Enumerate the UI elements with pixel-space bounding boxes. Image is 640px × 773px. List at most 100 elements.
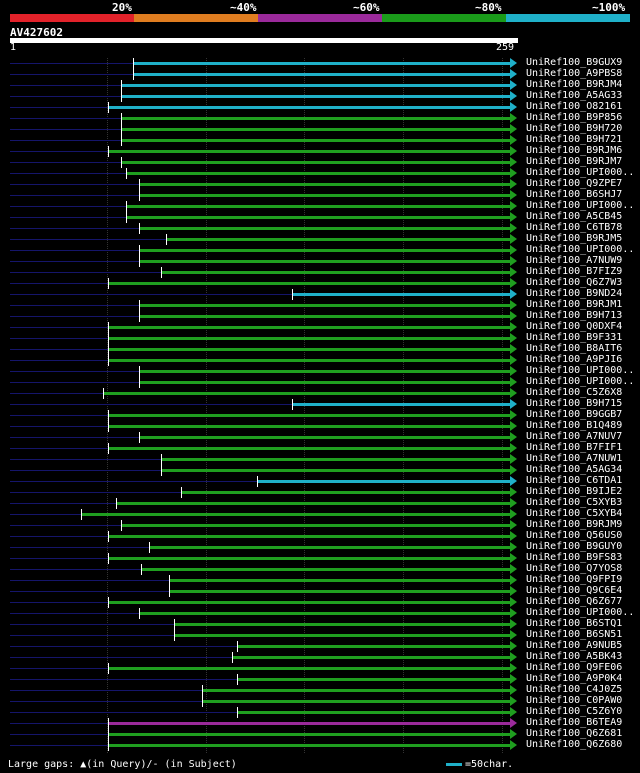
alignment-row[interactable]: UniRef100_B6TEA9 xyxy=(0,717,640,729)
alignment-row[interactable]: UniRef100_Q0DXF4 xyxy=(0,321,640,333)
hit-link[interactable]: UniRef100_A5AG33 xyxy=(526,90,623,101)
alignment-row[interactable]: UniRef100_A9PBS8 xyxy=(0,68,640,80)
hit-link[interactable]: UniRef100_B9RJM6 xyxy=(526,145,623,156)
hit-link[interactable]: UniRef100_A7NUW9 xyxy=(526,255,623,266)
hit-link[interactable]: UniRef100_C5XYB4 xyxy=(526,508,623,519)
alignment-row[interactable]: UniRef100_Q9FPI9 xyxy=(0,574,640,586)
hit-link[interactable]: UniRef100_B9RJM9 xyxy=(526,519,623,530)
hit-link[interactable]: UniRef100_Q6Z7W3 xyxy=(526,277,623,288)
alignment-row[interactable]: UniRef100_B7FIF1 xyxy=(0,442,640,454)
hit-link[interactable]: UniRef100_B6SN51 xyxy=(526,629,623,640)
alignment-row[interactable]: UniRef100_B7FIZ9 xyxy=(0,266,640,278)
hit-link[interactable]: UniRef100_B9IJE2 xyxy=(526,486,623,497)
hit-link[interactable]: UniRef100_A9P0K4 xyxy=(526,673,623,684)
hit-link[interactable]: UniRef100_A7NUV7 xyxy=(526,431,623,442)
alignment-row[interactable]: UniRef100_B9H721 xyxy=(0,134,640,146)
alignment-row[interactable]: UniRef100_B6SHJ7 xyxy=(0,189,640,201)
hit-link[interactable]: UniRef100_B9RJM4 xyxy=(526,79,623,90)
alignment-row[interactable]: UniRef100_UPI000.. xyxy=(0,365,640,377)
hit-link[interactable]: UniRef100_Q9FPI9 xyxy=(526,574,623,585)
hit-link[interactable]: UniRef100_Q6Z677 xyxy=(526,596,623,607)
hit-link[interactable]: UniRef100_Q6Z681 xyxy=(526,728,623,739)
alignment-row[interactable]: UniRef100_A5AG33 xyxy=(0,90,640,102)
alignment-row[interactable]: UniRef100_A9NUB5 xyxy=(0,640,640,652)
alignment-row[interactable]: UniRef100_C5XYB3 xyxy=(0,497,640,509)
hit-link[interactable]: UniRef100_Q6Z680 xyxy=(526,739,623,750)
hit-link[interactable]: UniRef100_Q7YOS8 xyxy=(526,563,623,574)
hit-link[interactable]: UniRef100_C6TB78 xyxy=(526,222,623,233)
alignment-row[interactable]: UniRef100_B9RJM6 xyxy=(0,145,640,157)
hit-link[interactable]: UniRef100_UPI000.. xyxy=(526,200,635,211)
hit-link[interactable]: UniRef100_O82161 xyxy=(526,101,623,112)
hit-link[interactable]: UniRef100_B9H721 xyxy=(526,134,623,145)
hit-link[interactable]: UniRef100_A5BK43 xyxy=(526,651,623,662)
hit-link[interactable]: UniRef100_Q0DXF4 xyxy=(526,321,623,332)
hit-link[interactable]: UniRef100_B6SHJ7 xyxy=(526,189,623,200)
alignment-row[interactable]: UniRef100_C5XYB4 xyxy=(0,508,640,520)
hit-link[interactable]: UniRef100_Q9FE06 xyxy=(526,662,623,673)
hit-link[interactable]: UniRef100_B7FIZ9 xyxy=(526,266,623,277)
hit-link[interactable]: UniRef100_B6STQ1 xyxy=(526,618,623,629)
hit-link[interactable]: UniRef100_B6TEA9 xyxy=(526,717,623,728)
alignment-row[interactable]: UniRef100_B8AIT6 xyxy=(0,343,640,355)
hit-link[interactable]: UniRef100_B7FIF1 xyxy=(526,442,623,453)
hit-link[interactable]: UniRef100_UPI000.. xyxy=(526,376,635,387)
alignment-row[interactable]: UniRef100_B9RJM4 xyxy=(0,79,640,91)
alignment-row[interactable]: UniRef100_B9H720 xyxy=(0,123,640,135)
alignment-row[interactable]: UniRef100_A7NUV7 xyxy=(0,431,640,443)
hit-link[interactable]: UniRef100_B9H713 xyxy=(526,310,623,321)
alignment-row[interactable]: UniRef100_A7NUW9 xyxy=(0,255,640,267)
alignment-row[interactable]: UniRef100_C4J0Z5 xyxy=(0,684,640,696)
alignment-row[interactable]: UniRef100_A5AG34 xyxy=(0,464,640,476)
alignment-row[interactable]: UniRef100_A9P0K4 xyxy=(0,673,640,685)
alignment-row[interactable]: UniRef100_B9FS83 xyxy=(0,552,640,564)
alignment-row[interactable]: UniRef100_C5Z6X8 xyxy=(0,387,640,399)
hit-link[interactable]: UniRef100_B1Q489 xyxy=(526,420,623,431)
alignment-row[interactable]: UniRef100_Q6Z680 xyxy=(0,739,640,751)
hit-link[interactable]: UniRef100_C0PAW0 xyxy=(526,695,623,706)
alignment-row[interactable]: UniRef100_A7NUW1 xyxy=(0,453,640,465)
hit-link[interactable]: UniRef100_UPI000.. xyxy=(526,607,635,618)
alignment-row[interactable]: UniRef100_B9RJM1 xyxy=(0,299,640,311)
hit-link[interactable]: UniRef100_Q9C6E4 xyxy=(526,585,623,596)
hit-link[interactable]: UniRef100_A5AG34 xyxy=(526,464,623,475)
hit-link[interactable]: UniRef100_Q56US0 xyxy=(526,530,623,541)
alignment-row[interactable]: UniRef100_A5BK43 xyxy=(0,651,640,663)
hit-link[interactable]: UniRef100_UPI000.. xyxy=(526,365,635,376)
hit-link[interactable]: UniRef100_B9RJM7 xyxy=(526,156,623,167)
alignment-row[interactable]: UniRef100_C0PAW0 xyxy=(0,695,640,707)
hit-link[interactable]: UniRef100_B9F331 xyxy=(526,332,623,343)
hit-link[interactable]: UniRef100_C5Z6X8 xyxy=(526,387,623,398)
alignment-row[interactable]: UniRef100_B9H715 xyxy=(0,398,640,410)
alignment-row[interactable]: UniRef100_B9GUX9 xyxy=(0,57,640,69)
alignment-row[interactable]: UniRef100_Q9FE06 xyxy=(0,662,640,674)
hit-link[interactable]: UniRef100_A9PBS8 xyxy=(526,68,623,79)
hit-link[interactable]: UniRef100_C5Z6Y0 xyxy=(526,706,623,717)
hit-link[interactable]: UniRef100_UPI000.. xyxy=(526,244,635,255)
hit-link[interactable]: UniRef100_B9RJM1 xyxy=(526,299,623,310)
alignment-row[interactable]: UniRef100_UPI000.. xyxy=(0,376,640,388)
alignment-row[interactable]: UniRef100_B9GUY0 xyxy=(0,541,640,553)
hit-link[interactable]: UniRef100_C6TDA1 xyxy=(526,475,623,486)
alignment-row[interactable]: UniRef100_B9RJM9 xyxy=(0,519,640,531)
alignment-row[interactable]: UniRef100_B9RJM5 xyxy=(0,233,640,245)
hit-link[interactable]: UniRef100_C5XYB3 xyxy=(526,497,623,508)
hit-link[interactable]: UniRef100_B9P856 xyxy=(526,112,623,123)
hit-link[interactable]: UniRef100_B9GUY0 xyxy=(526,541,623,552)
alignment-row[interactable]: UniRef100_Q6Z681 xyxy=(0,728,640,740)
alignment-row[interactable]: UniRef100_B6SN51 xyxy=(0,629,640,641)
alignment-row[interactable]: UniRef100_B1Q489 xyxy=(0,420,640,432)
alignment-row[interactable]: UniRef100_B9F331 xyxy=(0,332,640,344)
hit-link[interactable]: UniRef100_A5CB45 xyxy=(526,211,623,222)
alignment-row[interactable]: UniRef100_Q9C6E4 xyxy=(0,585,640,597)
alignment-row[interactable]: UniRef100_Q56US0 xyxy=(0,530,640,542)
alignment-row[interactable]: UniRef100_C6TB78 xyxy=(0,222,640,234)
alignment-row[interactable]: UniRef100_A9PJI6 xyxy=(0,354,640,366)
hit-link[interactable]: UniRef100_A7NUW1 xyxy=(526,453,623,464)
alignment-row[interactable]: UniRef100_B6STQ1 xyxy=(0,618,640,630)
alignment-row[interactable]: UniRef100_Q9ZPE7 xyxy=(0,178,640,190)
alignment-row[interactable]: UniRef100_B9RJM7 xyxy=(0,156,640,168)
hit-link[interactable]: UniRef100_B9FS83 xyxy=(526,552,623,563)
alignment-row[interactable]: UniRef100_Q6Z677 xyxy=(0,596,640,608)
hit-link[interactable]: UniRef100_A9PJI6 xyxy=(526,354,623,365)
